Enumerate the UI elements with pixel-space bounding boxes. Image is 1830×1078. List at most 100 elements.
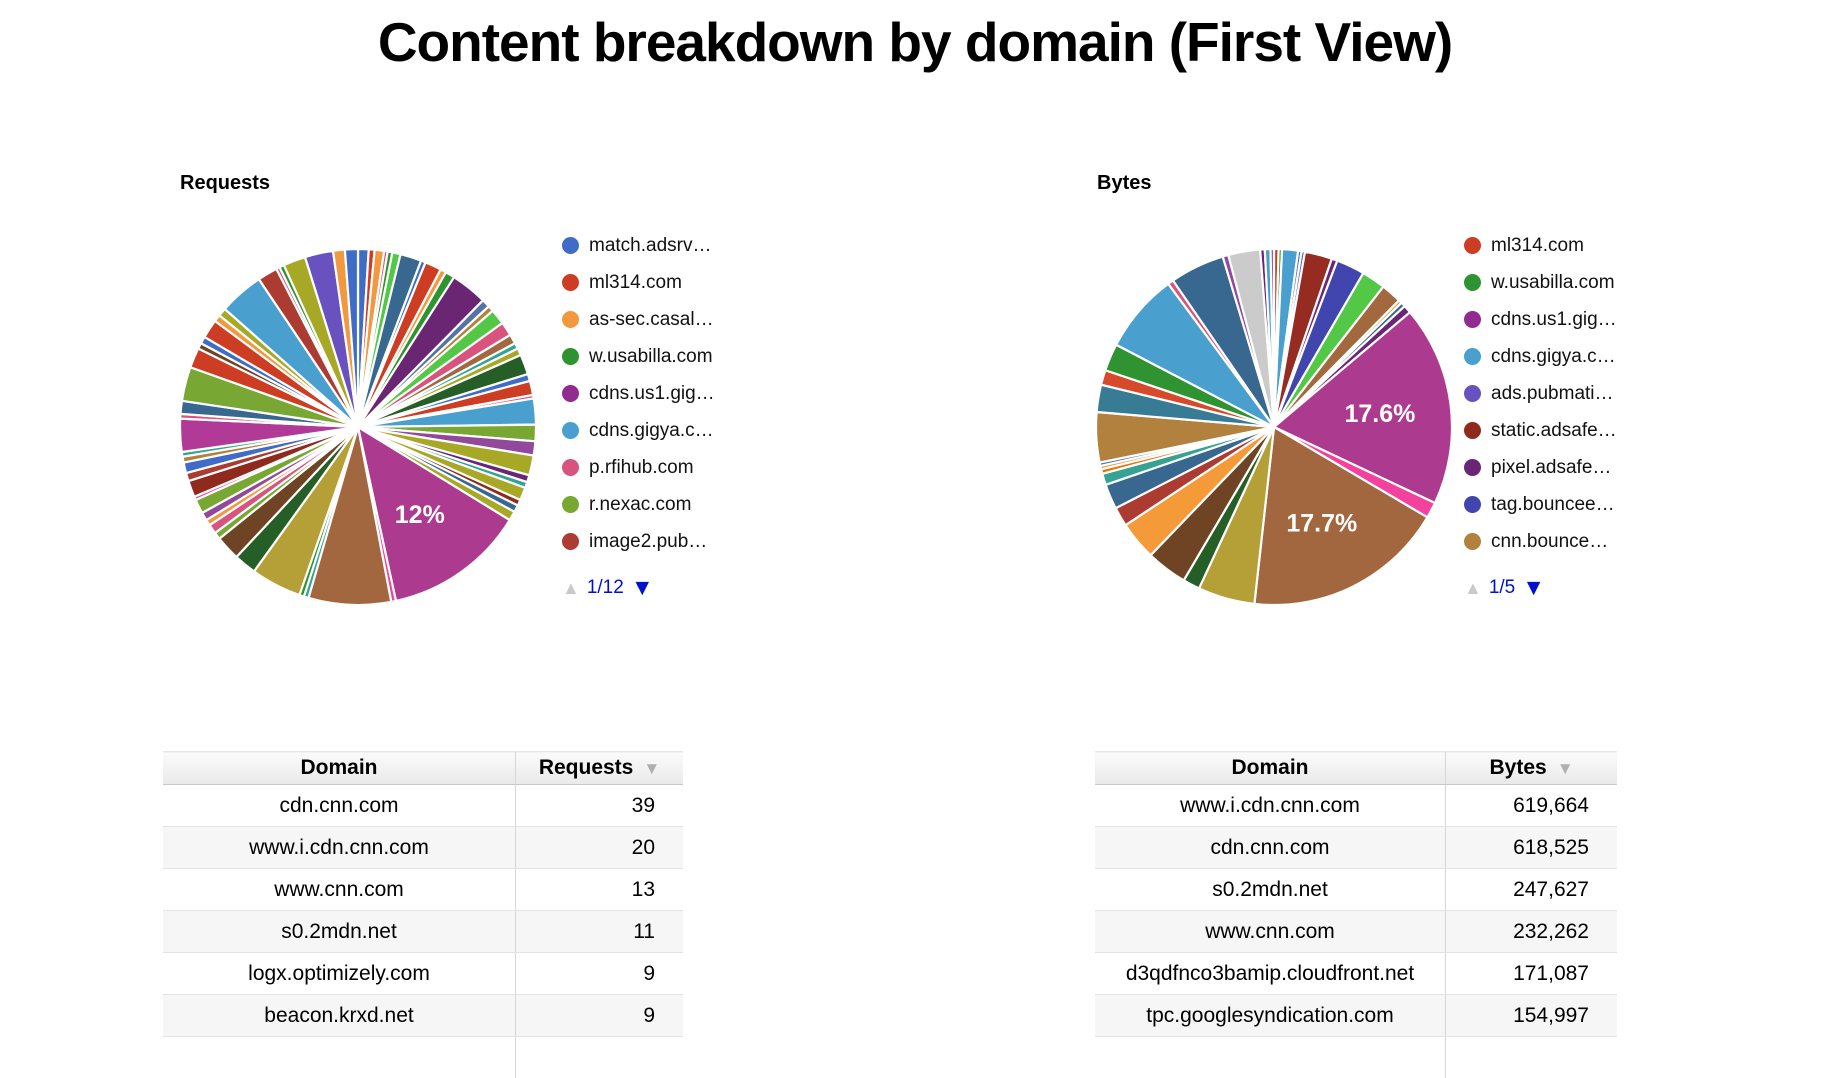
legend-item: tag.bouncee… [1464, 486, 1674, 523]
domain-cell: beacon.krxd.net [163, 995, 516, 1037]
legend-page-indicator: 1/12 [587, 578, 624, 597]
legend-swatch-icon [1464, 496, 1481, 513]
domain-cell: www.cnn.com [1095, 911, 1446, 953]
value-cell: 13 [516, 869, 684, 911]
domain-cell [163, 1037, 516, 1078]
legend-item: pixel.adsafe… [1464, 449, 1674, 486]
requests-pie-chart[interactable]: 12% [176, 245, 540, 609]
bytes-pie-chart[interactable]: 17.6%17.7% [1092, 245, 1456, 609]
legend-item: cdns.us1.gig… [562, 375, 772, 412]
legend-item: match.adsrv… [562, 227, 772, 264]
legend-swatch-icon [1464, 274, 1481, 291]
value-cell: 171,087 [1446, 953, 1618, 995]
legend-label: tag.bouncee… [1491, 494, 1615, 516]
legend-item: r.nexac.com [562, 486, 772, 523]
legend-page-down-icon[interactable]: ▼ [631, 576, 654, 599]
value-cell: 232,262 [1446, 911, 1618, 953]
legend-item: cnn.bounce… [1464, 523, 1674, 560]
legend-item: static.adsafe… [1464, 412, 1674, 449]
legend-pager: ▲ 1/5 ▼ [1464, 576, 1674, 599]
value-cell: 618,525 [1446, 827, 1618, 869]
column-header-label: Requests [539, 756, 634, 779]
legend-swatch-icon [1464, 533, 1481, 550]
table-row-partial [163, 1037, 683, 1078]
domain-cell: logx.optimizely.com [163, 953, 516, 995]
domain-cell: www.i.cdn.cnn.com [163, 827, 516, 869]
domain-cell: www.cnn.com [163, 869, 516, 911]
legend-label: cnn.bounce… [1491, 531, 1608, 553]
legend-swatch-icon [1464, 422, 1481, 439]
column-header-label: Bytes [1489, 756, 1546, 779]
domain-cell: s0.2mdn.net [163, 911, 516, 953]
value-cell: 39 [516, 785, 684, 827]
value-cell: 9 [516, 953, 684, 995]
legend-label: static.adsafe… [1491, 420, 1617, 442]
domain-cell: tpc.googlesyndication.com [1095, 995, 1446, 1037]
legend-swatch-icon [1464, 348, 1481, 365]
legend-swatch-icon [1464, 311, 1481, 328]
requests-legend: match.adsrv… ml314.com as-sec.casal… w.usab… [562, 227, 772, 599]
domain-cell: d3qdfnco3bamip.cloudfront.net [1095, 953, 1446, 995]
legend-page-up-icon[interactable]: ▲ [562, 579, 580, 597]
legend-swatch-icon [562, 533, 579, 550]
legend-swatch-icon [562, 385, 579, 402]
domain-cell: cdn.cnn.com [1095, 827, 1446, 869]
legend-swatch-icon [562, 237, 579, 254]
legend-item: cdns.us1.gig… [1464, 301, 1674, 338]
legend-label: w.usabilla.com [589, 346, 713, 368]
legend-item: as-sec.casal… [562, 301, 772, 338]
legend-label: ads.pubmati… [1491, 383, 1614, 405]
legend-label: ml314.com [589, 272, 682, 294]
column-header-label: Domain [1231, 756, 1308, 779]
legend-label: as-sec.casal… [589, 309, 714, 331]
column-header-domain[interactable]: Domain [163, 752, 516, 785]
legend-item: p.rfihub.com [562, 449, 772, 486]
value-cell: 247,627 [1446, 869, 1618, 911]
sort-desc-icon: ▼ [643, 759, 660, 778]
legend-item: w.usabilla.com [562, 338, 772, 375]
column-header-requests[interactable]: Requests ▼ [516, 752, 684, 785]
pie-percent-label: 12% [395, 501, 445, 529]
legend-label: cdns.gigya.c… [589, 420, 714, 442]
content-breakdown-page: Content breakdown by domain (First View)… [0, 0, 1830, 1042]
legend-pager: ▲ 1/12 ▼ [562, 576, 772, 599]
legend-item: image2.pub… [562, 523, 772, 560]
value-cell: 11 [516, 911, 684, 953]
value-cell: 9 [516, 995, 684, 1037]
column-header-bytes[interactable]: Bytes▼ [1446, 752, 1618, 785]
legend-swatch-icon [562, 311, 579, 328]
legend-item: w.usabilla.com [1464, 264, 1674, 301]
table-row-partial [1095, 1037, 1617, 1078]
value-cell: 619,664 [1446, 785, 1618, 827]
legend-page-indicator: 1/5 [1489, 578, 1515, 597]
value-cell [516, 1037, 684, 1078]
legend-item: cdns.gigya.c… [1464, 338, 1674, 375]
domain-cell [1095, 1037, 1446, 1078]
table-header-row: Domain Bytes▼ [1095, 752, 1617, 785]
legend-page-down-icon[interactable]: ▼ [1522, 576, 1545, 599]
legend-label: p.rfihub.com [589, 457, 694, 479]
legend-label: pixel.adsafe… [1491, 457, 1611, 479]
domain-cell: s0.2mdn.net [1095, 869, 1446, 911]
value-cell [1446, 1037, 1618, 1078]
column-header-domain[interactable]: Domain [1095, 752, 1446, 785]
legend-label: cdns.gigya.c… [1491, 346, 1616, 368]
legend-swatch-icon [562, 459, 579, 476]
legend-item: ads.pubmati… [1464, 375, 1674, 412]
legend-swatch-icon [562, 274, 579, 291]
domain-cell: cdn.cnn.com [163, 785, 516, 827]
legend-label: cdns.us1.gig… [1491, 309, 1617, 331]
legend-page-up-icon[interactable]: ▲ [1464, 579, 1482, 597]
